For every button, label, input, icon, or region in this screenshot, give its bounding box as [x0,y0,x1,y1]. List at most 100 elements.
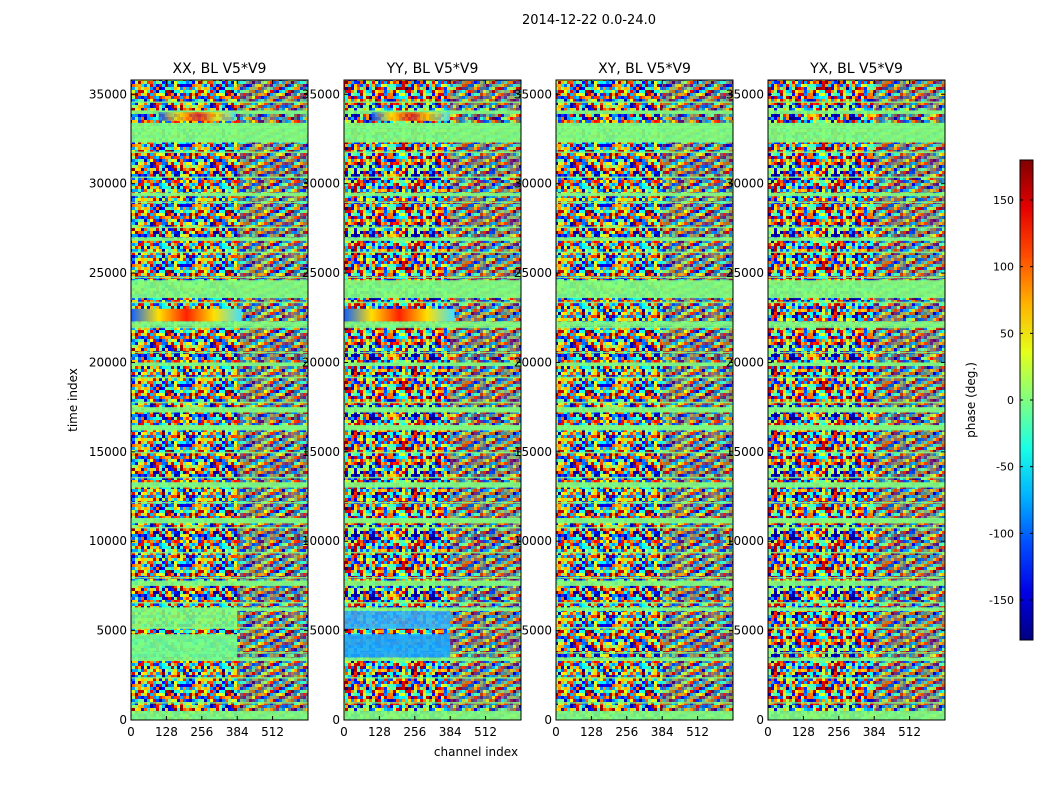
y-tick-label: 15000 [89,445,127,459]
heatmap-band-4 [344,517,521,524]
heatmap-feature-mid [344,610,451,629]
y-tick-label: 5000 [96,624,127,638]
heatmap-stripe [344,201,521,204]
heatmap-band-12 [556,192,733,197]
heatmap-stripe [344,576,521,579]
heatmap-stripe [131,101,308,103]
heatmap-stripe [131,476,308,479]
heatmap-stripe [556,501,733,504]
heatmap-stripe [344,251,521,254]
heatmap-band-14 [768,110,945,114]
x-tick-label: 128 [580,725,603,739]
axes-frame [130,79,309,721]
y-tick-label: 0 [756,713,764,727]
heatmap-stripe [344,677,521,679]
y-tick-label: 35000 [89,87,127,101]
heatmap-band-12 [131,192,308,197]
x-tick-label: 512 [474,725,497,739]
heatmap-fringes [874,80,945,720]
heatmap-stripe [768,251,945,254]
heatmap-stripe [556,652,733,654]
heatmap-stripe [131,602,308,604]
y-tick-label: 20000 [726,355,764,369]
heatmap-band-13 [344,122,521,143]
colorbar-tick-label: 50 [1000,327,1014,340]
heatmap-stripe [344,176,521,179]
heatmap-band-5 [768,482,945,488]
heatmap-stripe [556,201,733,204]
heatmap-feature-hot [344,308,455,322]
heatmap-band-12 [768,192,945,197]
heatmap-stripe [556,276,733,279]
y-tick-label: 25000 [514,266,552,280]
heatmap-stripe [556,702,733,704]
heatmap-band-4 [768,517,945,524]
heatmap-band-1 [768,657,945,662]
heatmap-stripe [556,176,733,179]
heatmap-stripe [556,326,733,329]
heatmap-band-4 [131,517,308,524]
heatmap-stripe [556,101,733,103]
heatmap-stripe [768,551,945,554]
heatmap-band-5 [131,482,308,488]
heatmap-band-3 [344,580,521,586]
y-tick-label: 20000 [302,355,340,369]
x-tick-label: 384 [863,725,886,739]
colorbar-tick-label: 150 [993,194,1014,207]
heatmap-stripe [768,226,945,229]
x-tick-label: 384 [439,725,462,739]
heatmap-band-0 [556,711,733,720]
heatmap-stripe [556,351,733,354]
heatmap-feature-low [131,634,238,658]
x-tick-label: 256 [615,725,638,739]
heatmap-stripe [344,702,521,704]
heatmap-stripe [131,226,308,229]
heatmap-stripe [131,251,308,254]
heatmap-stripe [768,501,945,504]
heatmap-stripe [556,376,733,379]
heatmap-band-14 [556,110,733,114]
x-tick-label: 512 [686,725,709,739]
y-tick-label: 20000 [514,355,552,369]
x-tick-label: 384 [651,725,674,739]
x-tick-label: 384 [226,725,249,739]
x-tick-label: 0 [552,725,560,739]
y-tick-label: 5000 [309,624,340,638]
heatmap-fringes [450,80,521,720]
heatmap-band-8 [344,362,521,367]
heatmap-stripe [131,576,308,579]
heatmap-stripe [768,702,945,704]
heatmap-stripe [131,501,308,504]
heatmap-stripe [131,326,308,329]
heatmap-stripe [556,451,733,454]
heatmap-band-9 [556,321,733,327]
panel-title: XY, BL V5*V9 [598,61,691,77]
panel-title: YY, BL V5*V9 [386,61,479,77]
heatmap-fringes [237,80,308,720]
heatmap-band-10 [768,280,945,299]
x-tick-label: 128 [368,725,391,739]
heatmap-band-1 [131,657,308,662]
y-tick-label: 15000 [726,445,764,459]
heatmap-stripe [556,426,733,429]
y-tick-label: 5000 [521,624,552,638]
axes-frame [767,79,946,721]
heatmap-band-2 [768,607,945,611]
heatmap-stripe [344,101,521,103]
heatmap-stripe [131,551,308,554]
panel-1: YY, BL V5*V9 0 128 256 384 512 0 5000 10000 15000… [302,61,522,739]
axes-frame [555,79,734,721]
heatmap-band-2 [344,607,521,611]
y-tick-label: 0 [119,713,127,727]
heatmap-band-8 [556,362,733,367]
y-tick-label: 30000 [726,177,764,191]
heatmap-band-13 [556,122,733,143]
heatmap-band-11 [131,237,308,241]
heatmap-stripe [768,426,945,429]
y-tick-label: 15000 [514,445,552,459]
y-tick-label: 0 [544,713,552,727]
y-tick-label: 35000 [726,87,764,101]
heatmap-feature-top [371,112,450,122]
heatmap-stripe [344,426,521,429]
heatmap-stripe [768,326,945,329]
